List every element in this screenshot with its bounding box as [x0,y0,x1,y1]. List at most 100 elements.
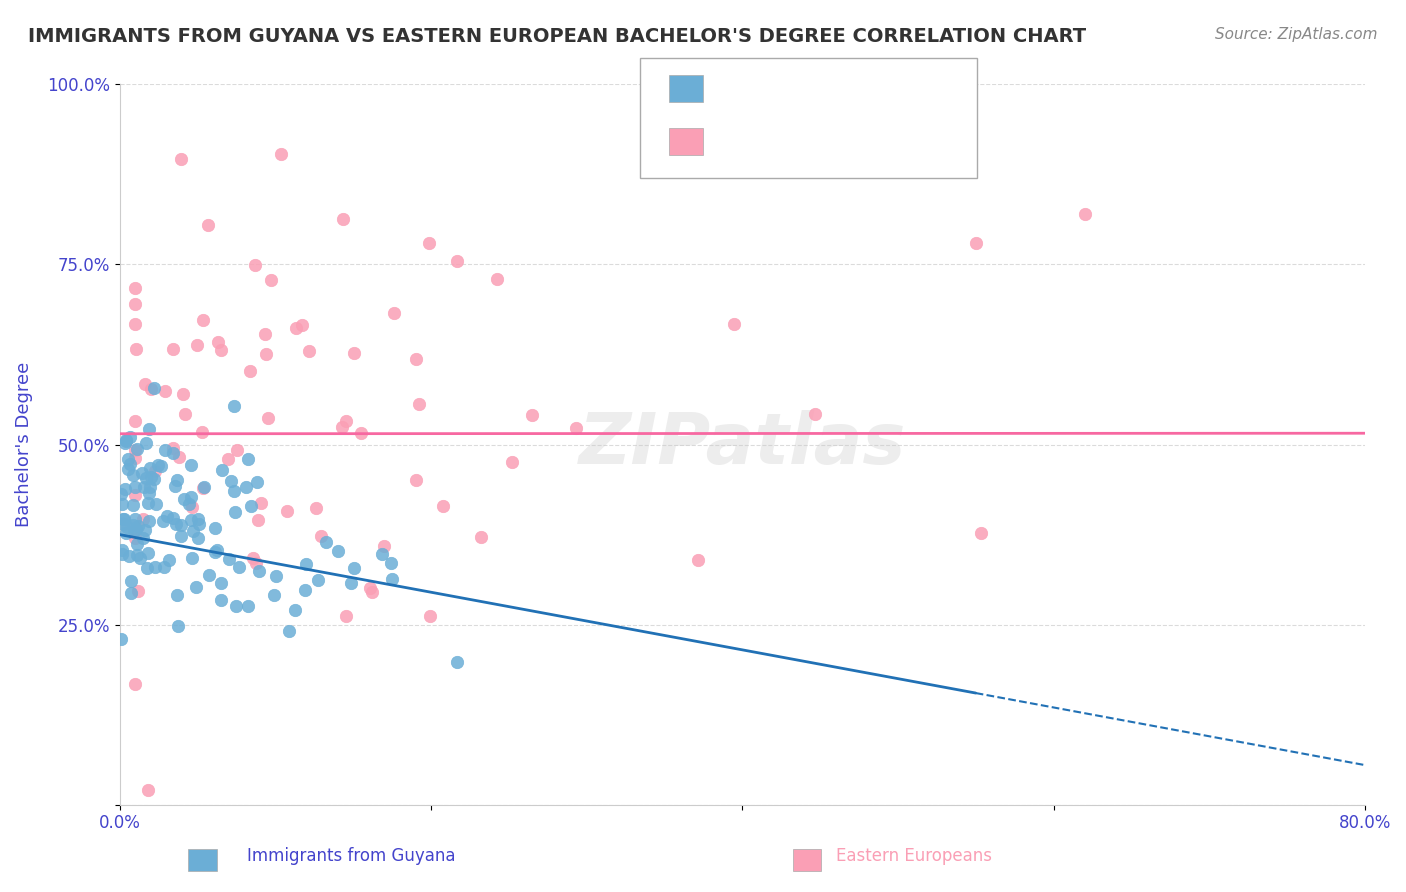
Point [128,551,150,566]
Point [350,425,373,440]
Point [162,445,184,459]
Point [204,521,226,535]
Point [247,565,270,579]
Point [225,599,247,613]
Point [143,472,166,486]
Point [294,582,316,597]
Point [360,585,382,599]
Point [117,461,139,475]
Point [134,479,156,493]
Point [250,496,273,510]
Point [124,297,146,311]
Point [138,514,160,528]
Point [173,407,195,421]
Point [131,511,153,525]
Y-axis label: Bachelor's Degree: Bachelor's Degree [15,362,32,527]
Point [136,783,159,797]
Point [284,603,307,617]
Point [138,486,160,500]
Point [224,505,246,519]
Point [146,458,169,472]
Point [565,421,588,435]
Point [141,382,163,396]
Point [193,480,215,494]
Point [180,458,202,472]
Point [373,540,395,554]
Point [165,516,187,531]
Point [245,556,267,570]
Point [246,475,269,490]
Point [501,455,523,469]
Point [124,450,146,465]
Point [114,483,136,497]
Point [134,377,156,392]
Point [143,464,166,478]
Point [135,471,157,485]
Point [124,522,146,536]
Point [207,335,229,350]
Text: Source: ZipAtlas.com: Source: ZipAtlas.com [1215,27,1378,42]
Point [1073,207,1095,221]
Point [110,632,132,647]
Point [240,500,263,514]
Point [142,381,165,395]
Point [114,433,136,447]
Point [162,342,184,356]
Point [124,414,146,428]
Point [191,425,214,439]
Point [118,549,141,564]
Point [405,473,427,487]
Point [965,235,987,250]
Point [335,608,357,623]
Point [118,430,141,444]
Point [111,543,134,558]
Point [122,524,145,538]
Point [295,557,318,571]
Point [184,580,207,594]
Point [259,273,281,287]
Point [181,500,204,515]
Point [264,569,287,583]
Point [343,560,366,574]
Point [804,407,827,421]
Point [291,318,314,332]
Point [157,553,180,567]
Point [121,517,143,532]
Point [381,572,404,586]
Point [162,511,184,525]
Point [343,346,366,360]
Point [340,576,363,591]
Point [153,443,176,458]
Point [245,258,267,272]
Point [135,436,157,450]
Point [253,326,276,341]
Point [418,236,440,251]
Text: Eastern Europeans: Eastern Europeans [837,847,991,865]
Point [149,458,172,473]
Point [125,442,148,457]
Point [125,342,148,356]
Point [278,624,301,638]
Text: Immigrants from Guyana: Immigrants from Guyana [247,847,456,865]
Point [120,574,142,589]
Point [432,500,454,514]
Point [124,511,146,525]
Point [166,588,188,602]
Point [332,211,354,226]
Point [166,473,188,487]
Point [270,146,292,161]
Point [446,655,468,669]
Point [359,581,381,595]
Point [263,588,285,602]
Point [204,545,226,559]
Point [169,529,191,543]
Point [167,450,190,464]
Point [127,518,149,533]
Point [136,546,159,560]
Point [131,466,153,480]
Point [124,317,146,331]
Point [224,399,246,413]
Point [179,497,201,511]
Point [125,548,148,562]
Point [276,504,298,518]
